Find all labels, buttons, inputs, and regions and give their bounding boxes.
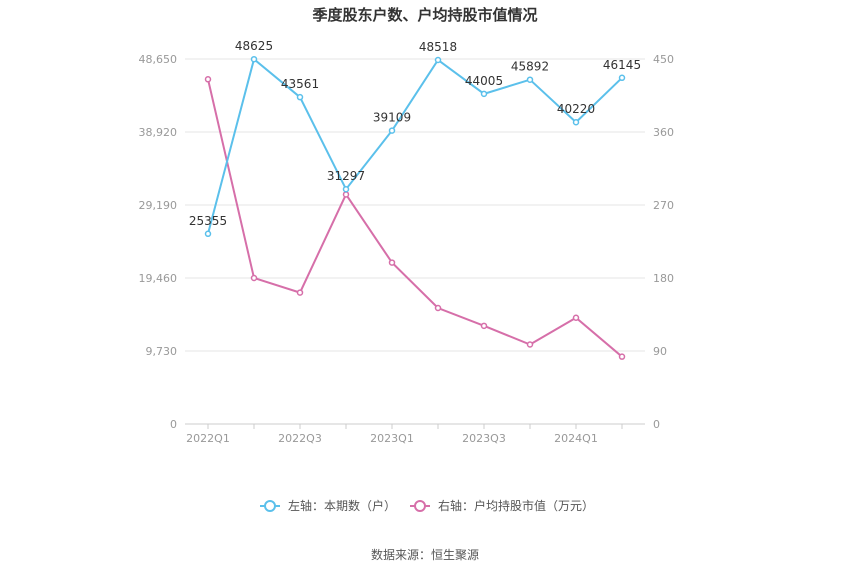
right-tick-label: 0 bbox=[653, 418, 660, 431]
data-point bbox=[296, 93, 304, 101]
right-tick-label: 450 bbox=[653, 53, 674, 66]
data-label: 43561 bbox=[281, 77, 319, 91]
data-label: 48625 bbox=[235, 39, 273, 53]
data-point bbox=[526, 76, 534, 83]
data-point bbox=[618, 74, 626, 82]
legend-item[interactable]: 右轴：户均持股市值（万元） bbox=[410, 498, 594, 513]
right-axis-ticks: 0 90 180 270 360 450 bbox=[653, 53, 674, 431]
grid-lines bbox=[185, 58, 645, 352]
right-tick-label: 270 bbox=[653, 199, 674, 212]
data-label: 31297 bbox=[327, 169, 365, 183]
left-tick-label: 38,920 bbox=[139, 126, 178, 139]
series-line bbox=[207, 79, 623, 358]
x-tick-label: 2022Q1 bbox=[186, 432, 230, 445]
left-tick-label: 19,460 bbox=[139, 272, 178, 285]
x-tick-label: 2023Q3 bbox=[462, 432, 506, 445]
data-point bbox=[388, 259, 396, 266]
series-line bbox=[207, 57, 623, 235]
left-tick-label: 9,730 bbox=[146, 345, 178, 358]
left-tick-label: 48,650 bbox=[139, 53, 178, 66]
series-avg-value bbox=[204, 76, 626, 360]
legend-marker bbox=[264, 500, 276, 512]
source-note: 数据来源：恒生聚源 bbox=[371, 547, 479, 562]
data-label: 44005 bbox=[465, 74, 503, 88]
data-label: 48518 bbox=[419, 40, 457, 54]
data-point bbox=[388, 127, 396, 134]
left-tick-label: 0 bbox=[170, 418, 177, 431]
legend-marker bbox=[414, 500, 426, 512]
data-point bbox=[250, 274, 258, 282]
chart-title: 季度股东户数、户均持股市值情况 bbox=[312, 6, 537, 24]
legend-label: 左轴：本期数（户） bbox=[288, 498, 396, 513]
data-point bbox=[434, 56, 442, 64]
data-point bbox=[572, 314, 580, 321]
x-axis: 2022Q1 2022Q3 2023Q1 2023Q3 2024Q1 bbox=[185, 423, 645, 445]
data-point bbox=[618, 353, 626, 360]
legend-label: 右轴：户均持股市值（万元） bbox=[438, 498, 594, 513]
data-label: 45892 bbox=[511, 60, 549, 74]
series-layer: 25355 48625 43561 31297 39109 48518 44005 45892… bbox=[189, 39, 641, 360]
data-point bbox=[526, 341, 534, 348]
data-point bbox=[204, 230, 212, 238]
data-point bbox=[342, 191, 350, 198]
data-point bbox=[342, 185, 350, 193]
data-point bbox=[296, 289, 304, 296]
data-label: 40220 bbox=[557, 102, 595, 116]
data-point bbox=[480, 322, 488, 330]
x-tick-label: 2023Q1 bbox=[370, 432, 414, 445]
data-point bbox=[204, 76, 212, 83]
data-label: 25355 bbox=[189, 214, 227, 228]
series-holders: 25355 48625 43561 31297 39109 48518 44005 45892… bbox=[189, 39, 641, 238]
right-tick-label: 180 bbox=[653, 272, 674, 285]
data-point bbox=[572, 118, 580, 126]
left-tick-label: 29,190 bbox=[139, 199, 178, 212]
right-tick-label: 360 bbox=[653, 126, 674, 139]
legend[interactable]: 左轴：本期数（户） 右轴：户均持股市值（万元） bbox=[260, 498, 594, 513]
x-tick-label: 2022Q3 bbox=[278, 432, 322, 445]
left-axis-ticks: 0 9,730 19,460 29,190 38,920 48,650 bbox=[139, 53, 178, 431]
legend-item[interactable]: 左轴：本期数（户） bbox=[260, 498, 396, 513]
data-point bbox=[480, 90, 488, 98]
data-label: 39109 bbox=[373, 111, 411, 125]
x-tick-label: 2024Q1 bbox=[554, 432, 598, 445]
data-point bbox=[434, 304, 442, 312]
data-label: 46145 bbox=[603, 58, 641, 72]
data-point bbox=[250, 55, 258, 63]
right-tick-label: 90 bbox=[653, 345, 667, 358]
